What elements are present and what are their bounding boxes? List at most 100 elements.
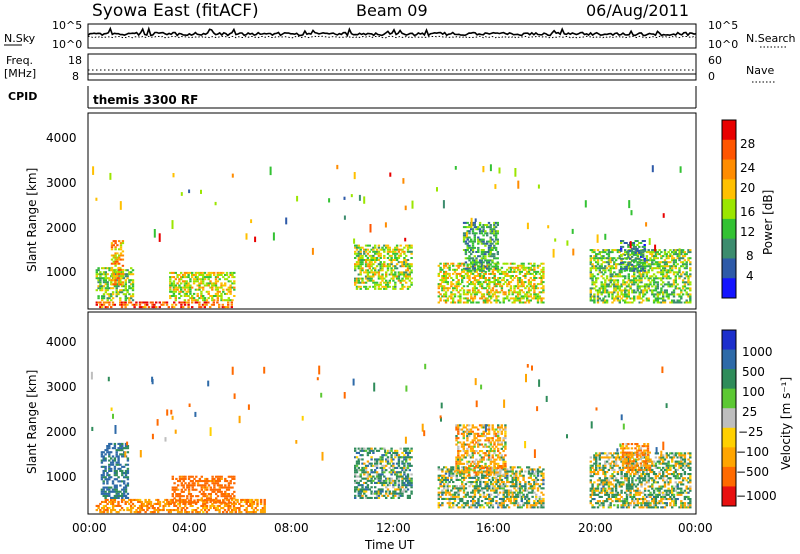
data-cell xyxy=(383,287,386,290)
data-cell xyxy=(640,275,643,278)
data-cell xyxy=(366,287,370,290)
data-cell xyxy=(368,279,371,282)
data-cell xyxy=(504,270,507,273)
data-cell xyxy=(178,274,181,276)
data-cell xyxy=(408,267,411,270)
data-cell xyxy=(651,263,654,266)
data-cell xyxy=(390,277,393,280)
data-cell xyxy=(513,495,516,498)
data-cell xyxy=(477,251,480,253)
data-cell xyxy=(468,257,471,260)
data-cell xyxy=(374,283,377,286)
data-cell xyxy=(211,271,214,274)
data-cell xyxy=(385,496,388,499)
data-speckle xyxy=(343,215,346,220)
data-cell xyxy=(515,270,518,273)
data-cell xyxy=(466,289,469,292)
data-cell xyxy=(506,504,509,507)
data-cell xyxy=(491,478,495,481)
data-cell xyxy=(379,269,382,272)
data-cell xyxy=(602,287,605,290)
data-cell xyxy=(227,495,231,498)
data-cell xyxy=(211,482,214,485)
data-cell xyxy=(403,261,406,264)
data-cell xyxy=(361,277,364,280)
data-cell xyxy=(410,464,413,467)
data-cell xyxy=(506,481,509,484)
data-cell xyxy=(627,263,630,266)
data-cell xyxy=(124,476,128,479)
data-cell xyxy=(507,293,511,296)
data-cell xyxy=(448,295,451,298)
data-cell xyxy=(394,473,397,476)
data-cell xyxy=(403,279,406,282)
data-cell xyxy=(624,283,627,286)
data-cell xyxy=(372,275,375,278)
data-cell xyxy=(459,506,462,509)
data-cell xyxy=(117,467,120,470)
data-cell xyxy=(538,277,541,279)
data-cell xyxy=(388,471,391,474)
data-cell xyxy=(198,511,201,514)
data-cell xyxy=(174,288,177,291)
data-cell xyxy=(504,491,507,494)
data-cell xyxy=(470,246,473,249)
data-cell xyxy=(457,472,460,475)
data-cell xyxy=(634,249,637,252)
data-cell xyxy=(259,511,263,514)
data-cell xyxy=(385,469,388,472)
data-cell xyxy=(176,274,179,276)
data-cell xyxy=(674,253,677,256)
data-cell xyxy=(643,240,646,242)
data-cell xyxy=(379,263,382,266)
data-cell xyxy=(651,269,654,272)
data-cell xyxy=(536,483,540,486)
data-cell xyxy=(108,295,111,298)
data-cell xyxy=(225,288,229,291)
data-cell xyxy=(252,509,256,512)
data-cell xyxy=(184,477,187,480)
data-cell xyxy=(466,230,469,233)
data-cell xyxy=(520,279,523,282)
data-cell xyxy=(361,269,364,272)
data-cell xyxy=(518,483,522,486)
data-cell xyxy=(437,497,440,500)
data-cell xyxy=(204,486,207,489)
data-cell xyxy=(363,285,366,288)
data-cell xyxy=(507,283,511,286)
data-cell xyxy=(613,281,616,284)
data-cell xyxy=(488,291,491,294)
data-cell xyxy=(115,463,118,466)
data-cell xyxy=(403,473,406,476)
data-cell xyxy=(176,286,179,289)
data-cell xyxy=(518,277,522,279)
data-cell xyxy=(214,278,218,281)
data-cell xyxy=(185,280,188,283)
data-cell xyxy=(392,265,395,268)
data-cell xyxy=(118,266,121,269)
data-cell xyxy=(203,284,207,287)
data-cell xyxy=(383,250,386,253)
data-cell xyxy=(108,303,111,306)
data-cell xyxy=(169,276,172,279)
data-cell xyxy=(486,493,489,496)
data-cell xyxy=(542,268,545,271)
data-cell xyxy=(452,287,455,290)
data-cell xyxy=(459,458,462,461)
data-cell xyxy=(475,287,478,290)
data-cell xyxy=(654,263,658,266)
data-cell xyxy=(218,477,221,480)
data-cell xyxy=(364,464,368,467)
data-cell xyxy=(399,447,402,450)
data-cell xyxy=(455,287,458,290)
data-cell xyxy=(462,447,465,450)
data-cell xyxy=(209,488,212,491)
data-cell xyxy=(366,447,370,450)
data-cell xyxy=(498,277,502,279)
data-cell xyxy=(616,273,620,276)
data-cell xyxy=(540,472,543,475)
data-cell xyxy=(178,280,181,283)
data-cell xyxy=(647,283,650,286)
noise-search-trace xyxy=(87,35,697,39)
data-cell xyxy=(355,475,359,478)
